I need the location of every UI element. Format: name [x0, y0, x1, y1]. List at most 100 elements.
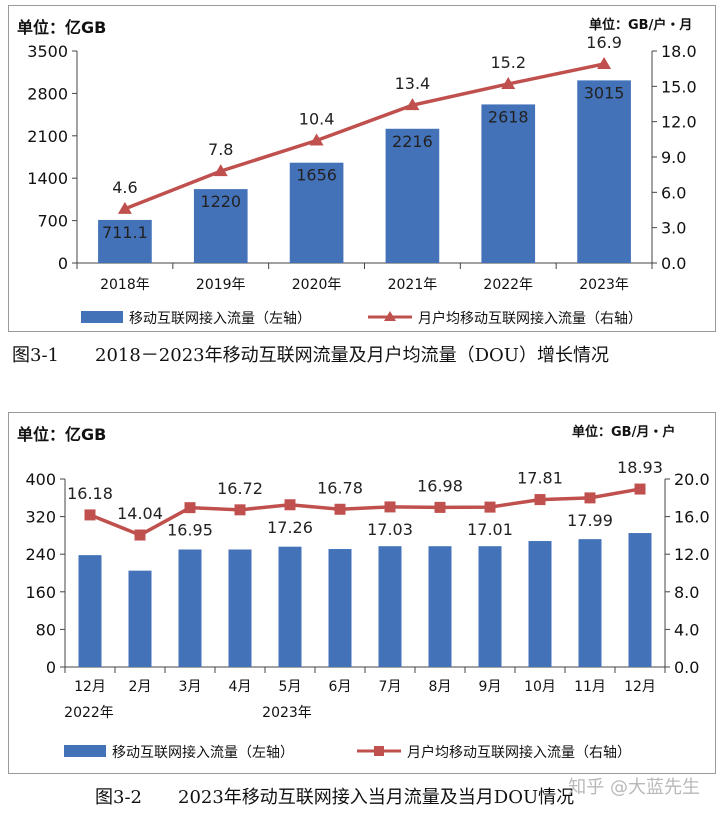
x-category-label: 2021年	[388, 277, 438, 293]
x-category-label: 3月	[179, 679, 202, 695]
y-tick-label-right: 16.0	[674, 508, 710, 527]
y-tick-label-right: 0.0	[661, 254, 686, 273]
watermark: 知乎 @大蓝先生	[568, 777, 700, 798]
bar	[278, 546, 302, 667]
y-tick-label-left: 240	[25, 545, 56, 564]
x-category-label: 5月	[279, 679, 302, 695]
line-marker-square	[84, 509, 96, 521]
line-value-label: 18.93	[617, 458, 663, 477]
line-marker-triangle	[213, 164, 228, 177]
y-tick-label-left: 80	[36, 620, 56, 639]
y-tick-label-left: 0	[58, 254, 68, 273]
bar	[228, 549, 252, 667]
bar	[628, 533, 652, 667]
bar	[578, 539, 602, 667]
line-marker-square	[484, 501, 496, 513]
line-value-label: 17.99	[567, 511, 613, 530]
chart-1-panel: 单位：亿GB 单位：GB/户・月 0 700 1400 2100 2800 3500 0.0…	[8, 5, 716, 332]
legend-line-marker	[384, 311, 396, 321]
x-category-label: 6月	[329, 679, 352, 695]
line-value-label: 14.04	[117, 504, 163, 523]
line-value-label: 17.01	[467, 520, 513, 539]
line-value-label: 16.18	[67, 484, 113, 503]
bar	[378, 546, 402, 667]
bar-value-label: 1656	[296, 166, 337, 185]
bar	[528, 541, 552, 667]
y-tick-label-right: 3.0	[661, 219, 686, 238]
line-value-label: 15.2	[490, 53, 526, 72]
series-line	[89, 487, 641, 537]
bar	[328, 549, 352, 667]
y-tick-label-right: 9.0	[661, 148, 686, 167]
bar	[481, 104, 536, 263]
line-value-label: 16.9	[586, 33, 622, 52]
chart-2-panel: 单位：亿GB 单位：GB/月・户 0 80 160 240 320 400 0.0 4.0 8.…	[8, 412, 716, 774]
line-marker-square	[334, 503, 346, 515]
bar-value-label: 2618	[488, 107, 529, 126]
x-category-label: 9月	[479, 679, 502, 695]
y-tick-label-right: 8.0	[674, 583, 699, 602]
chart-2-caption: 图3-2 2023年移动互联网接入当月流量及当月DOU情况	[95, 787, 575, 808]
chart-1-svg: 0 700 1400 2100 2800 3500 0.0 3.0 6.0 9.0 12.0 15.0…	[27, 33, 697, 327]
x-category-label: 2月	[129, 679, 152, 695]
x-category-label: 2018年	[100, 277, 150, 293]
bar	[128, 570, 152, 667]
line-value-label: 7.8	[208, 140, 233, 159]
chart-1-unit-right: 单位：GB/户・月	[589, 18, 693, 33]
line-marker-square	[534, 494, 546, 506]
x-category-label: 2022年	[483, 277, 533, 293]
bar	[385, 128, 440, 263]
legend-line-label: 月户均移动互联网接入流量（右轴）	[407, 744, 631, 761]
chart-2-unit-right: 单位：GB/月・户	[572, 425, 676, 440]
legend-bar-label: 移动互联网接入流量（左轴）	[129, 310, 311, 327]
line-value-label: 17.26	[267, 518, 313, 537]
y-tick-label-right: 15.0	[661, 77, 697, 96]
line-value-label: 17.81	[517, 469, 563, 488]
x-category-label: 10月	[524, 679, 556, 695]
bar	[78, 555, 102, 667]
line-value-label: 10.4	[299, 110, 335, 129]
chart-2-svg: 0 80 160 240 320 400 0.0 4.0 8.0 12.0 16.0 20.0 12月 2…	[25, 458, 710, 761]
year-label-2023: 2023年	[262, 705, 312, 721]
line-marker-square	[184, 502, 196, 514]
chart-2-unit-left: 单位：亿GB	[17, 425, 107, 444]
line-marker-triangle	[597, 56, 612, 69]
legend-bar-label: 移动互联网接入流量（左轴）	[112, 744, 294, 761]
line-marker-square	[134, 529, 146, 541]
x-category-label: 8月	[429, 679, 452, 695]
legend-bar-swatch	[64, 745, 106, 757]
bar-value-label: 3015	[584, 83, 625, 102]
bar	[98, 219, 152, 263]
y-tick-label-left: 160	[25, 583, 56, 602]
y-tick-label-right: 12.0	[661, 113, 697, 132]
bar	[428, 546, 452, 667]
y-tick-label-right: 0.0	[674, 658, 699, 677]
y-tick-label-right: 12.0	[674, 545, 710, 564]
line-marker-square	[634, 483, 646, 495]
bar-value-label: 1220	[200, 192, 241, 211]
legend-line-marker	[374, 746, 384, 756]
x-category-label: 2019年	[196, 277, 246, 293]
chart-1-caption: 图3-1 2018－2023年移动互联网流量及月户均流量（DOU）增长情况	[12, 345, 609, 366]
x-category-label: 12月	[74, 679, 106, 695]
bar	[193, 189, 248, 263]
bar	[289, 162, 344, 263]
line-marker-square	[384, 501, 396, 513]
line-marker-square	[234, 504, 246, 516]
bar-value-label: 711.1	[102, 223, 148, 242]
line-value-label: 16.98	[417, 476, 463, 495]
x-category-label: 7月	[379, 679, 402, 695]
line-value-label: 16.95	[167, 521, 213, 540]
line-value-label: 4.6	[112, 178, 137, 197]
y-tick-label-right: 20.0	[674, 470, 710, 489]
line-value-label: 16.72	[217, 479, 263, 498]
y-tick-label-right: 6.0	[661, 183, 686, 202]
line-value-label: 13.4	[395, 74, 431, 93]
line-marker-triangle	[405, 98, 420, 111]
year-label-2022: 2022年	[64, 705, 114, 721]
line-value-label: 17.03	[367, 520, 413, 539]
y-tick-label-left: 400	[25, 470, 56, 489]
y-tick-label-left: 1400	[27, 169, 68, 188]
y-tick-label-left: 2800	[27, 84, 68, 103]
line-marker-square	[434, 501, 446, 513]
